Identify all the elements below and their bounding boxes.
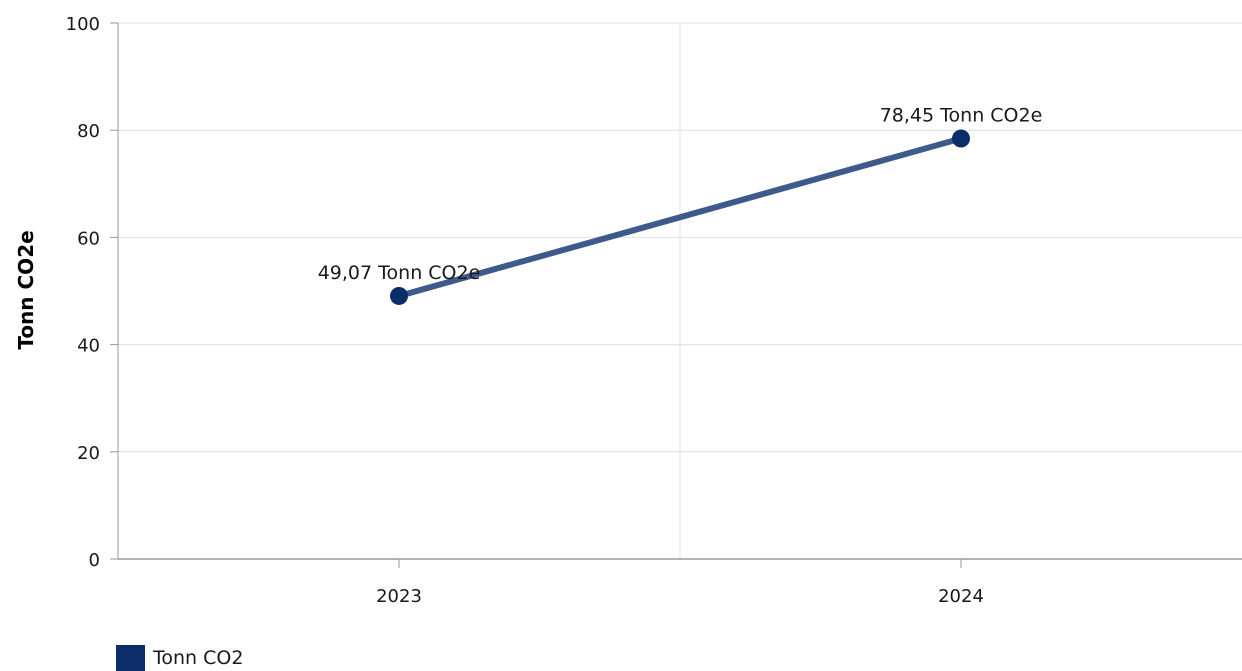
axes [110, 22, 1242, 568]
grid [118, 22, 1242, 559]
y-tick-label: 60 [77, 228, 100, 249]
x-tick-label: 2024 [938, 586, 984, 607]
data-labels: 49,07 Tonn CO2e 78,45 Tonn CO2e [318, 105, 1043, 284]
data-label: 49,07 Tonn CO2e [318, 262, 481, 284]
tick-labels: 0 20 40 60 80 100 2023 2024 [66, 14, 984, 607]
data-point [952, 129, 970, 148]
legend-swatch [116, 645, 145, 671]
data-label: 78,45 Tonn CO2e [880, 105, 1043, 127]
line-chart: 0 20 40 60 80 100 2023 2024 Tonn CO2e 49,07 Ton… [14, 14, 1242, 607]
x-tick-label: 2023 [376, 586, 422, 607]
y-tick-label: 80 [77, 121, 100, 142]
y-tick-label: 40 [77, 336, 100, 357]
y-tick-label: 0 [89, 550, 100, 571]
legend-label: Tonn CO2 [153, 647, 244, 669]
series-line [396, 135, 964, 299]
y-tick-label: 100 [66, 14, 100, 35]
y-tick-label: 20 [77, 443, 100, 464]
data-point [390, 286, 408, 305]
legend: Tonn CO2 [116, 645, 243, 671]
y-axis-title: Tonn CO2e [14, 230, 38, 349]
series [390, 129, 970, 305]
